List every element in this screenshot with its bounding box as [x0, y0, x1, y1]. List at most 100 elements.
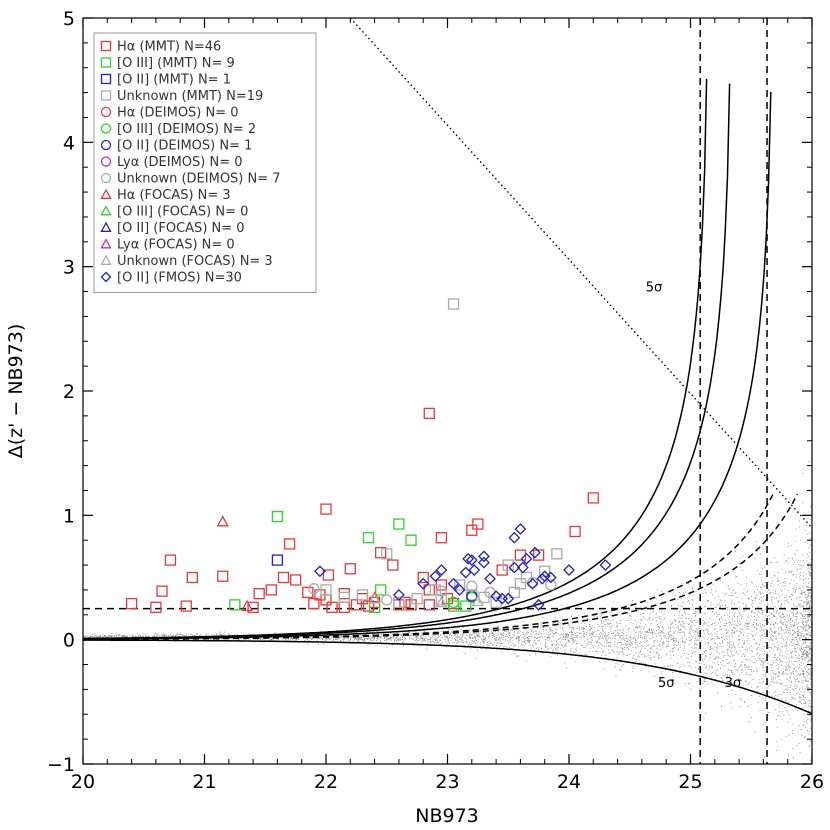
- data-point-9-2: [417, 577, 430, 590]
- data-point-0-10: [277, 571, 290, 584]
- data-point-8-0: [368, 592, 381, 604]
- legend-entry-0: Hα (MMT) N=46: [117, 40, 221, 55]
- data-point-9-0: [314, 565, 326, 578]
- legend-marker-14: [100, 271, 112, 283]
- data-point-1-8: [460, 600, 472, 612]
- data-point-0-44: [532, 549, 545, 561]
- data-point-0-5: [186, 571, 199, 584]
- y-axis: −1 0 1 2 3 4 5: [47, 8, 812, 776]
- y-tick-label-4: 3: [63, 257, 75, 279]
- data-point-3-0: [447, 298, 460, 310]
- legend-marker-6: [100, 139, 112, 151]
- data-point-0-46: [587, 492, 599, 504]
- data-point-3-14: [356, 589, 369, 601]
- data-point-7-1: [240, 599, 254, 611]
- data-point-9-18: [514, 523, 527, 535]
- legend-marker-11: [100, 221, 112, 232]
- sigma-curves: [83, 78, 812, 715]
- data-point-0-45: [569, 525, 581, 538]
- x-tick-label-5: 25: [678, 771, 702, 793]
- data-point-0-34: [423, 407, 435, 420]
- data-point-0-31: [405, 599, 417, 611]
- data-point-9-29: [599, 559, 612, 571]
- data-point-0-4: [180, 600, 192, 612]
- data-point-0-14: [308, 597, 320, 610]
- legend-marker-8: [100, 172, 112, 184]
- legend-marker-12: [100, 238, 112, 249]
- data-point-3-16: [435, 594, 448, 606]
- data-point-9-27: [544, 571, 557, 584]
- data-point-0-25: [362, 600, 375, 612]
- data-point-1-1: [271, 510, 284, 523]
- data-point-9-20: [526, 577, 539, 590]
- legend-entry-11: [O II] (FOCAS) N= 0: [117, 221, 245, 236]
- data-point-3-8: [393, 596, 405, 609]
- data-point-0-8: [253, 588, 265, 600]
- sigma-curve-lower: [83, 639, 812, 715]
- data-point-0-19: [326, 601, 338, 613]
- data-point-9-17: [508, 561, 521, 574]
- legend-marker-5: [100, 123, 112, 134]
- data-point-9-6: [453, 584, 466, 596]
- data-point-0-40: [466, 524, 478, 536]
- data-point-9-9: [465, 554, 478, 567]
- data-point-0-27: [375, 546, 387, 559]
- data-point-9-12: [478, 550, 490, 563]
- data-point-3-11: [411, 592, 423, 605]
- data-point-0-18: [322, 569, 335, 581]
- data-point-3-2: [551, 548, 563, 560]
- legend-box: [93, 32, 317, 293]
- legend-marker-10: [100, 205, 112, 216]
- data-point-0-13: [302, 586, 314, 599]
- data-point-3-1: [381, 548, 393, 560]
- legend-entry-10: [O III] (FOCAS) N= 0: [117, 205, 248, 220]
- annotations: 5σ 5σ 3σ: [646, 281, 741, 691]
- legend-marker-13: [100, 254, 112, 265]
- data-point-9-13: [484, 572, 496, 585]
- sigma-curve-dashed-1: [83, 493, 774, 640]
- data-point-2-0: [271, 554, 284, 566]
- legend-entry-12: Lyα (FOCAS) N= 0: [117, 238, 235, 253]
- legend-entry-3: Unknown (MMT) N=19: [117, 89, 263, 104]
- data-point-6-6: [545, 579, 557, 591]
- x-tick-label-2: 22: [314, 771, 338, 793]
- data-point-9-28: [563, 564, 575, 576]
- legend-entry-8: Unknown (DEIMOS) N= 7: [117, 172, 281, 187]
- legend-entry-5: [O III] (DEIMOS) N= 2: [117, 122, 256, 137]
- data-point-9-7: [459, 566, 472, 579]
- legend-entry-7: Lyα (DEIMOS) N= 0: [117, 155, 243, 170]
- data-point-0-30: [399, 596, 411, 609]
- data-point-9-10: [468, 564, 481, 576]
- legend-entry-1: [O III] (MMT) N= 9: [117, 56, 235, 71]
- x-tick-label-4: 24: [557, 771, 581, 793]
- y-axis-label: Δ(z' − NB973): [5, 324, 27, 459]
- data-point-3-12: [453, 579, 466, 591]
- data-point-0-24: [356, 592, 369, 605]
- data-point-3-5: [429, 584, 442, 596]
- data-point-9-8: [462, 552, 475, 565]
- data-point-0-22: [344, 563, 356, 575]
- x-tick-label-3: 23: [435, 771, 459, 793]
- data-point-6-0: [308, 583, 320, 595]
- legend-marker-0: [100, 40, 112, 52]
- data-point-0-41: [472, 518, 484, 530]
- data-point-0-17: [320, 503, 332, 515]
- data-point-9-3: [429, 570, 442, 583]
- legend: Hα (MMT) N=46[O III] (MMT) N= 9 [O II] (M…: [93, 32, 317, 293]
- data-point-1-5: [393, 518, 405, 530]
- data-point-9-19: [520, 552, 533, 565]
- x-axis-label: NB973: [415, 805, 479, 827]
- data-point-0-2: [156, 585, 168, 597]
- data-point-0-11: [283, 538, 296, 550]
- data-markers: [125, 298, 612, 613]
- data-point-0-20: [338, 588, 350, 600]
- data-point-9-16: [502, 592, 515, 605]
- data-point-3-7: [320, 584, 332, 596]
- data-point-0-0: [125, 597, 138, 610]
- legend-marker-9: [100, 188, 112, 199]
- data-point-9-11: [478, 556, 490, 569]
- data-point-0-7: [247, 601, 259, 613]
- legend-marker-7: [100, 156, 112, 167]
- data-point-0-43: [514, 549, 527, 561]
- data-point-0-35: [423, 599, 435, 611]
